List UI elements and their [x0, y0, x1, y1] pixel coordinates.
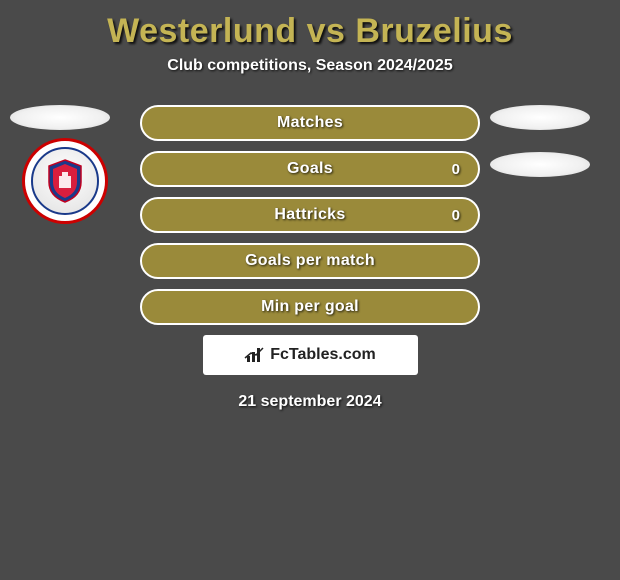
- stat-bar-goals: Goals 0: [140, 151, 480, 187]
- stat-bar-goals-per-match: Goals per match: [140, 243, 480, 279]
- player-name-pill-right-2: [490, 152, 590, 177]
- page-title: Westerlund vs Bruzelius: [0, 0, 620, 57]
- left-player-column: [10, 105, 120, 224]
- subtitle: Club competitions, Season 2024/2025: [0, 57, 620, 105]
- bar-chart-icon: [244, 346, 266, 364]
- right-player-column: [490, 105, 600, 185]
- shield-icon: [45, 158, 85, 204]
- stat-label: Goals: [142, 153, 478, 185]
- stats-area: Matches Goals 0 Hattricks 0 Goals per ma…: [0, 105, 620, 411]
- stat-bar-min-per-goal: Min per goal: [140, 289, 480, 325]
- club-crest-ring: [31, 147, 99, 215]
- club-crest-left: [22, 138, 108, 224]
- brand-text: FcTables.com: [270, 346, 376, 364]
- player-name-pill-left: [10, 105, 110, 130]
- stat-label: Hattricks: [142, 199, 478, 231]
- stat-value-right: 0: [452, 153, 460, 185]
- stat-value-right: 0: [452, 199, 460, 231]
- date-text: 21 september 2024: [0, 375, 620, 411]
- stat-label: Min per goal: [142, 291, 478, 323]
- player-name-pill-right-1: [490, 105, 590, 130]
- stat-bar-matches: Matches: [140, 105, 480, 141]
- stat-label: Matches: [142, 107, 478, 139]
- stat-bars: Matches Goals 0 Hattricks 0 Goals per ma…: [140, 105, 480, 325]
- comparison-card: Westerlund vs Bruzelius Club competition…: [0, 0, 620, 411]
- brand-attribution[interactable]: FcTables.com: [203, 335, 418, 375]
- stat-label: Goals per match: [142, 245, 478, 277]
- stat-bar-hattricks: Hattricks 0: [140, 197, 480, 233]
